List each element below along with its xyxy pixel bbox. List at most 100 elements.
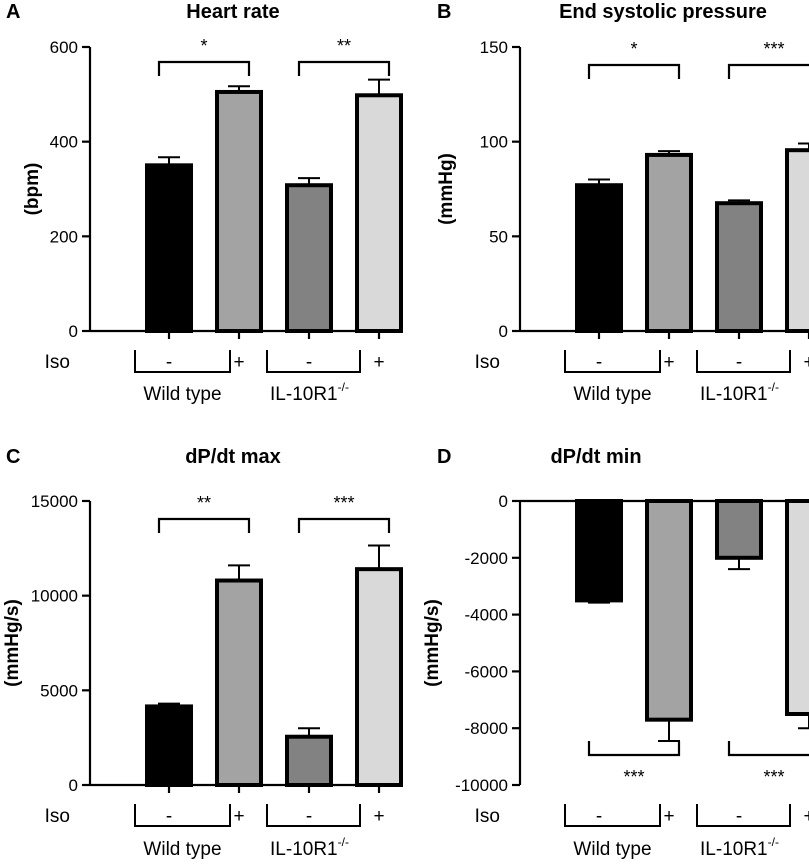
iso-minus-label: - [736,806,742,827]
bar [145,704,193,788]
group-bracket [696,804,791,827]
y-tick-label: 0 [69,322,78,341]
significance-label: *** [623,767,644,787]
y-axis-label: (mmHg/s) [422,599,443,687]
group-label-wild-type: Wild type [573,384,651,405]
y-axis-label: (mmHg/s) [2,599,23,687]
iso-label: Iso [475,806,500,827]
bar [215,89,263,334]
y-axis-label: (bpm) [22,163,43,216]
panel-letter: C [6,446,20,468]
y-axis-label: (mmHg) [436,153,457,225]
chart-title: dP/dt min [550,446,641,468]
panel-letter: D [437,446,451,468]
significance-label: *** [763,39,784,59]
bar [645,499,693,722]
iso-label: Iso [45,352,70,373]
group-label-wild-type: Wild type [573,839,651,860]
iso-minus-label: - [166,806,172,827]
group-label-wild-type: Wild type [143,384,221,405]
y-tick-label: 100 [480,133,508,152]
significance-label: *** [763,767,784,787]
significance-label: *** [333,493,354,513]
bar [285,734,333,787]
bar [285,183,333,333]
iso-plus-label: + [803,806,809,827]
significance-bracket [587,63,681,79]
bar [715,499,763,560]
y-tick-label: 0 [499,492,508,511]
iso-minus-label: - [596,352,602,373]
significance-bracket [157,517,251,533]
panel-letter: B [437,1,451,23]
iso-plus-label: + [233,806,244,827]
significance-label: * [630,39,637,59]
y-tick-label: -4000 [465,606,508,625]
y-tick-label: -2000 [465,549,508,568]
y-tick-label: 10000 [31,587,78,606]
chart-title: dP/dt max [185,446,281,468]
iso-plus-label: + [663,806,674,827]
iso-minus-label: - [306,352,312,373]
group-bracket [564,350,661,373]
group-bracket [266,350,361,373]
y-tick-label: -8000 [465,719,508,738]
bar [785,499,809,716]
iso-label: Iso [475,352,500,373]
y-tick-label: 150 [480,38,508,57]
iso-minus-label: - [166,352,172,373]
significance-bracket [157,60,251,76]
iso-minus-label: - [596,806,602,827]
bar [785,148,809,333]
iso-label: Iso [45,806,70,827]
bar [355,93,403,333]
chart-title: Heart rate [186,1,279,23]
group-bracket [134,350,231,373]
group-bracket [696,350,791,373]
bar [145,163,193,333]
chart-title: End systolic pressure [559,1,767,23]
iso-minus-label: - [306,806,312,827]
bar [645,152,693,333]
y-tick-label: 0 [69,776,78,795]
y-tick-label: -10000 [455,776,508,795]
group-label-il10r1: IL-10R1-/- [270,380,349,405]
y-tick-label: 200 [50,227,78,246]
significance-bracket [727,63,809,79]
panel-letter: A [6,1,20,23]
group-label-il10r1: IL-10R1-/- [270,835,349,860]
iso-plus-label: + [233,352,244,373]
significance-label: ** [197,493,211,513]
bar [575,183,623,333]
group-label-wild-type: Wild type [143,839,221,860]
group-bracket [266,804,361,827]
y-tick-label: 50 [489,227,508,246]
y-tick-label: 600 [50,38,78,57]
significance-bracket [297,517,391,533]
bar [215,578,263,788]
bar [715,201,763,333]
iso-plus-label: + [663,352,674,373]
significance-bracket [587,741,681,757]
y-tick-label: 0 [499,322,508,341]
significance-bracket [297,60,391,76]
bar [575,499,623,603]
group-bracket [564,804,661,827]
y-tick-label: -6000 [465,662,508,681]
y-tick-label: 400 [50,133,78,152]
iso-plus-label: + [803,352,809,373]
significance-label: ** [337,36,351,56]
group-label-il10r1: IL-10R1-/- [700,835,779,860]
group-bracket [134,804,231,827]
iso-plus-label: + [373,806,384,827]
group-label-il10r1: IL-10R1-/- [700,380,779,405]
y-tick-label: 15000 [31,492,78,511]
bar [355,567,403,787]
significance-label: * [200,36,207,56]
iso-minus-label: - [736,352,742,373]
y-tick-label: 5000 [40,681,78,700]
